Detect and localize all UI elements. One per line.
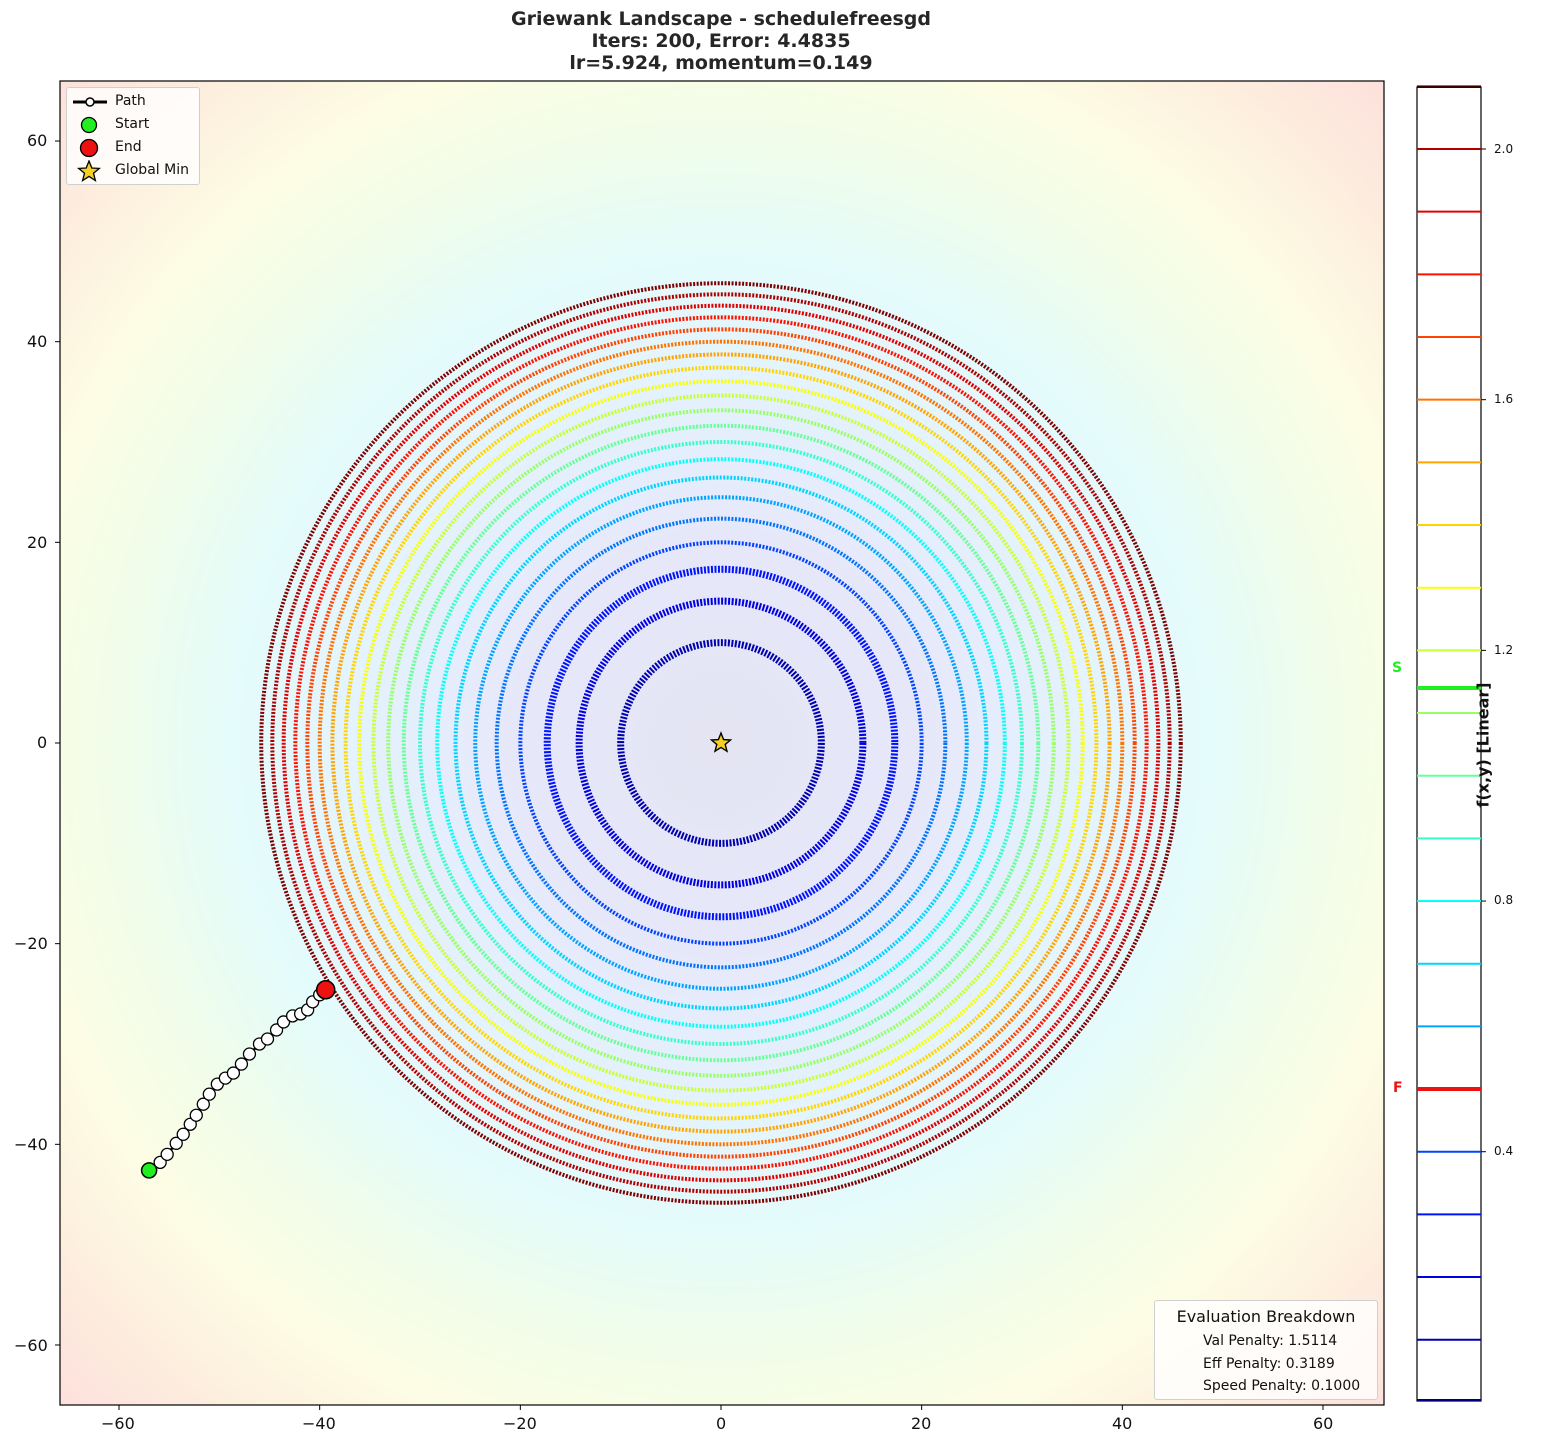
legend-item-path: Path [67, 91, 199, 113]
colorbar-tick-label: 2.0 [1494, 142, 1514, 156]
x-tick-label: 20 [911, 1414, 932, 1433]
path-point [276, 1015, 291, 1029]
colorbar-tick-label: 0.8 [1494, 893, 1514, 907]
y-tick-label: −60 [14, 1336, 48, 1355]
colorbar-start-marker: S [1392, 660, 1403, 676]
path-point [242, 1047, 257, 1061]
y-tick-label: 40 [27, 332, 48, 351]
path-point [260, 1032, 275, 1046]
path-line-icon [73, 97, 107, 107]
legend-label: Path [115, 93, 146, 109]
title-line-3: lr=5.924, momentum=0.149 [569, 52, 873, 74]
title-line-2: Iters: 200, Error: 4.4835 [591, 30, 851, 52]
colorbar-frame [1416, 86, 1482, 1402]
y-tick-label: 60 [27, 131, 48, 150]
start-point [140, 1162, 158, 1179]
colorbar-label: f(x,y) [Linear] [1473, 682, 1493, 808]
star-icon [77, 160, 101, 182]
y-tick-label: 0 [37, 733, 48, 752]
colorbar-tick-label: 1.2 [1494, 643, 1514, 657]
speed-penalty: Speed Penalty: 0.1000 [1203, 1378, 1361, 1394]
path-point [176, 1127, 190, 1141]
end-point [315, 980, 336, 1000]
x-tick-label: 0 [716, 1414, 727, 1433]
eff-penalty: Eff Penalty: 0.3189 [1203, 1356, 1335, 1372]
colorbar-final-marker: F [1393, 1080, 1403, 1096]
chart-title: Griewank Landscape - schedulefreesgd Ite… [0, 8, 1442, 74]
legend-label: Start [115, 116, 150, 132]
axis-ticks [55, 140, 1324, 1410]
end-dot-icon [79, 138, 99, 158]
path-point [189, 1108, 203, 1122]
optimizer-path [140, 980, 336, 1179]
contour-lines [259, 281, 1183, 1205]
x-tick-label: −20 [503, 1414, 537, 1433]
legend-label: Global Min [115, 162, 189, 178]
legend-item-start: Start [67, 114, 199, 136]
y-tick-label: −20 [14, 934, 48, 953]
y-tick-label: −40 [14, 1135, 48, 1154]
colorbar-levels [1417, 85, 1486, 1401]
path-point [196, 1097, 210, 1111]
colorbar-tick-label: 1.6 [1494, 392, 1514, 406]
val-penalty: Val Penalty: 1.5114 [1203, 1333, 1338, 1349]
path-point [202, 1087, 216, 1101]
path-point [234, 1057, 249, 1071]
x-tick-label: 60 [1313, 1414, 1334, 1433]
legend-item-global-min: Global Min [67, 160, 199, 182]
evaluation-heading: Evaluation Breakdown [1176, 1307, 1356, 1326]
x-tick-label: −40 [302, 1414, 336, 1433]
x-tick-label: −60 [101, 1414, 135, 1433]
start-dot-icon [80, 116, 98, 134]
path-point [160, 1147, 174, 1162]
title-line-1: Griewank Landscape - schedulefreesgd [511, 8, 931, 30]
legend: Path Start End Global Min [66, 87, 200, 185]
y-tick-label: 20 [27, 533, 48, 552]
path-point [183, 1117, 197, 1131]
evaluation-breakdown: Evaluation Breakdown Val Penalty: 1.5114… [1154, 1300, 1378, 1400]
plot-background [60, 81, 1384, 1405]
path-point [169, 1136, 183, 1150]
colorbar-tick-label: 0.4 [1494, 1144, 1514, 1158]
legend-item-end: End [67, 137, 199, 159]
x-tick-label: 40 [1112, 1414, 1133, 1433]
legend-label: End [115, 139, 142, 155]
path-point [226, 1066, 241, 1080]
